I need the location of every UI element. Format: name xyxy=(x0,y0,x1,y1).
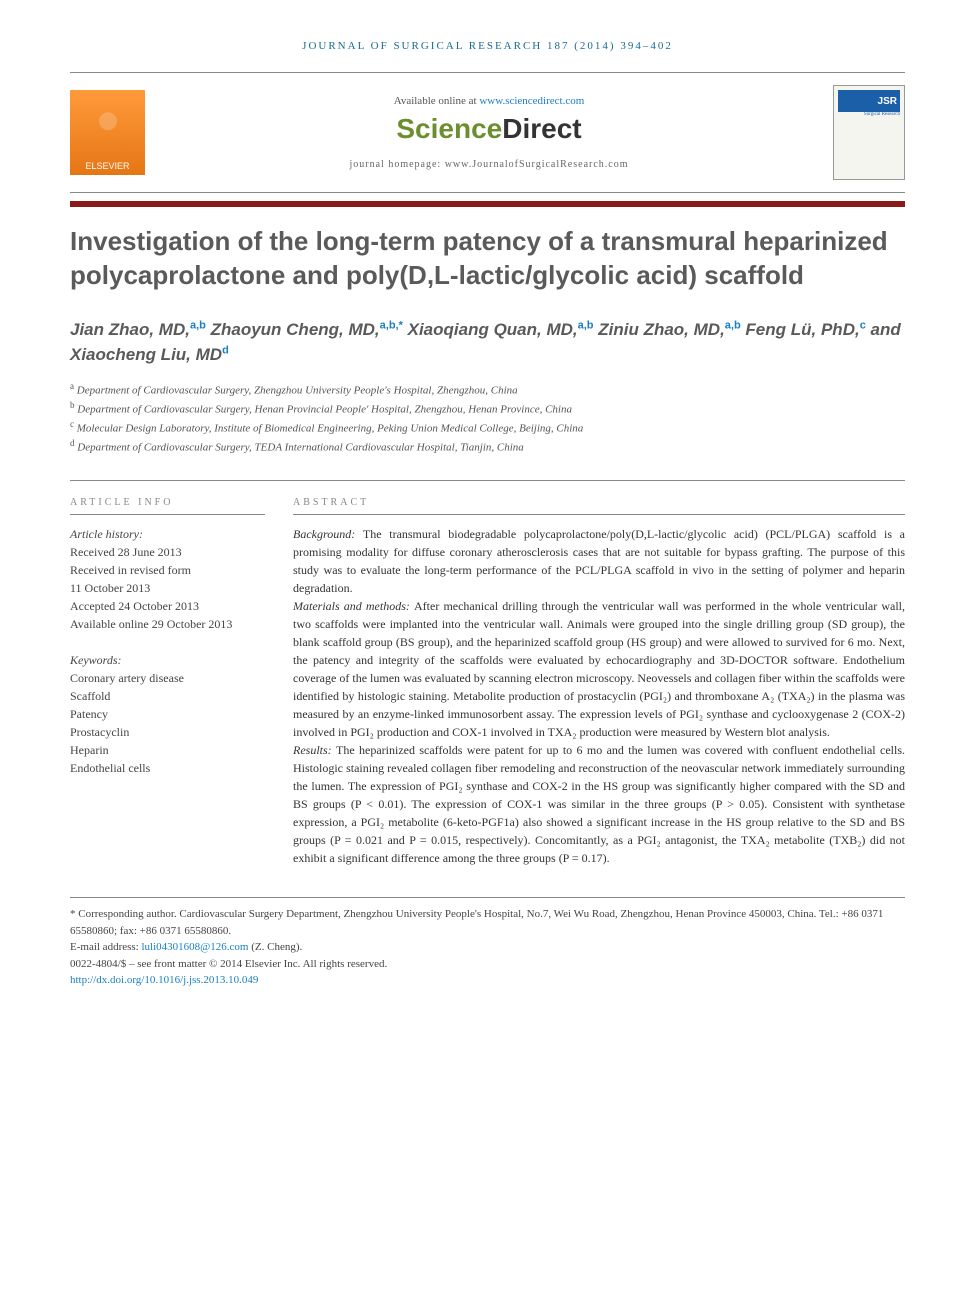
email-link[interactable]: luli04301608@126.com xyxy=(141,941,248,953)
email-label: E-mail address: xyxy=(70,941,141,953)
elsevier-label: ELSEVIER xyxy=(85,161,129,171)
article-title: Investigation of the long-term patency o… xyxy=(70,225,905,293)
header-center: Available online at www.sciencedirect.co… xyxy=(145,95,833,170)
article-info-col: ARTICLE INFO Article history: Received 2… xyxy=(70,497,265,867)
sciencedirect-logo[interactable]: ScienceDirect xyxy=(145,113,833,145)
keyword: Coronary artery disease xyxy=(70,669,265,687)
history-line: 11 October 2013 xyxy=(70,579,265,597)
keyword: Endothelial cells xyxy=(70,759,265,777)
doi-link[interactable]: http://dx.doi.org/10.1016/j.jss.2013.10.… xyxy=(70,974,258,986)
sciencedirect-url[interactable]: www.sciencedirect.com xyxy=(479,95,584,107)
keyword: Heparin xyxy=(70,741,265,759)
footnotes: * Corresponding author. Cardiovascular S… xyxy=(70,898,905,989)
history-line: Accepted 24 October 2013 xyxy=(70,597,265,615)
abstract-col: ABSTRACT Background: The transmural biod… xyxy=(293,497,905,867)
abstract-section-text: The transmural biodegradable polycaprola… xyxy=(293,527,905,595)
abstract-section-label: Materials and methods: xyxy=(293,599,414,613)
abstract-body: Background: The transmural biodegradable… xyxy=(293,525,905,867)
elsevier-logo[interactable]: ELSEVIER xyxy=(70,90,145,175)
abstract-section-text: After mechanical drilling through the ve… xyxy=(293,599,905,739)
keywords-block: Keywords: Coronary artery diseaseScaffol… xyxy=(70,651,265,777)
abstract-section-label: Results: xyxy=(293,743,336,757)
authors-list: Jian Zhao, MD,a,b Zhaoyun Cheng, MD,a,b,… xyxy=(70,317,905,368)
keyword: Patency xyxy=(70,705,265,723)
elsevier-tree-icon xyxy=(83,102,133,157)
available-prefix: Available online at xyxy=(394,95,480,107)
email-suffix: (Z. Cheng). xyxy=(248,941,302,953)
keyword: Prostacyclin xyxy=(70,723,265,741)
sd-science: Science xyxy=(396,113,502,144)
article-info-head: ARTICLE INFO xyxy=(70,497,265,515)
keyword: Scaffold xyxy=(70,687,265,705)
abstract-head: ABSTRACT xyxy=(293,497,905,515)
running-head: JOURNAL OF SURGICAL RESEARCH 187 (2014) … xyxy=(70,40,905,52)
crimson-divider xyxy=(70,201,905,207)
affiliation: c Molecular Design Laboratory, Institute… xyxy=(70,418,905,437)
sd-direct: Direct xyxy=(502,113,581,144)
corresponding-author: * Corresponding author. Cardiovascular S… xyxy=(70,906,905,939)
journal-cover-thumbnail[interactable]: JSR Surgical Research xyxy=(833,85,905,180)
abstract-section-text: The heparinized scaffolds were patent fo… xyxy=(293,743,905,865)
affiliation: b Department of Cardiovascular Surgery, … xyxy=(70,399,905,418)
available-online: Available online at www.sciencedirect.co… xyxy=(145,95,833,107)
history-label: Article history: xyxy=(70,525,265,543)
homepage-url[interactable]: www.JournalofSurgicalResearch.com xyxy=(445,159,629,170)
affiliation: a Department of Cardiovascular Surgery, … xyxy=(70,380,905,399)
history-line: Received in revised form xyxy=(70,561,265,579)
history-line: Received 28 June 2013 xyxy=(70,543,265,561)
cover-abbr: JSR xyxy=(838,90,900,112)
issn-copyright: 0022-4804/$ – see front matter © 2014 El… xyxy=(70,956,905,973)
email-line: E-mail address: luli04301608@126.com (Z.… xyxy=(70,939,905,956)
abstract-section-label: Background: xyxy=(293,527,363,541)
cover-subtitle: Surgical Research xyxy=(838,112,900,117)
article-history: Article history: Received 28 June 2013Re… xyxy=(70,525,265,633)
info-abstract-row: ARTICLE INFO Article history: Received 2… xyxy=(70,480,905,867)
journal-homepage: journal homepage: www.JournalofSurgicalR… xyxy=(145,159,833,170)
affiliations-list: a Department of Cardiovascular Surgery, … xyxy=(70,380,905,457)
publisher-header: ELSEVIER Available online at www.science… xyxy=(70,72,905,193)
history-line: Available online 29 October 2013 xyxy=(70,615,265,633)
homepage-label: journal homepage: xyxy=(350,159,445,170)
affiliation: d Department of Cardiovascular Surgery, … xyxy=(70,437,905,456)
keywords-label: Keywords: xyxy=(70,651,265,669)
